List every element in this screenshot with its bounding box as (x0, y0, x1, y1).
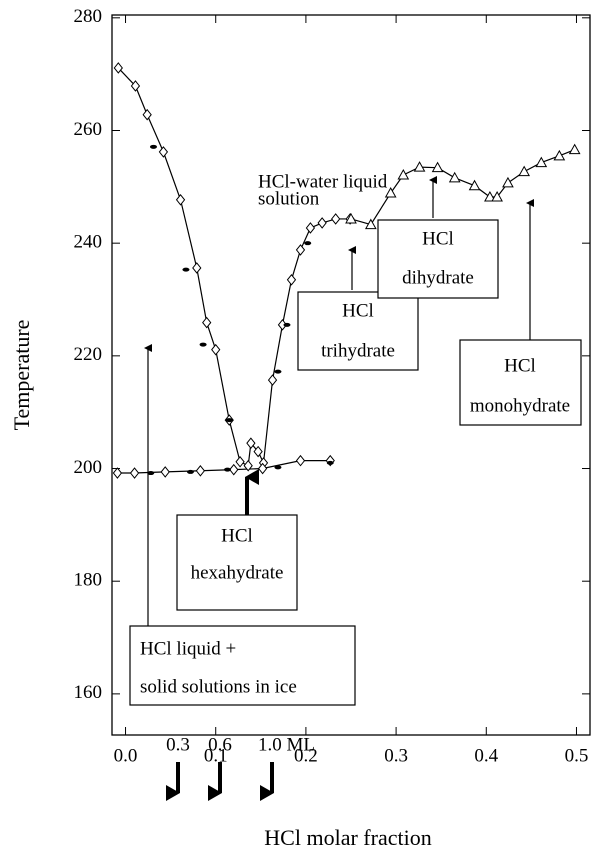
annotation-text: trihydrate (321, 340, 395, 361)
dot-point (223, 467, 231, 472)
y-tick-label: 220 (74, 344, 103, 365)
dot-point (199, 342, 207, 347)
diamond-point (246, 437, 256, 449)
annotation-text: HCl (504, 355, 536, 376)
x-tick-label: 0.5 (565, 745, 589, 766)
triangle-point (502, 176, 514, 188)
dot-point (283, 322, 291, 327)
diamond-point (192, 262, 202, 274)
curve (117, 460, 331, 474)
diamond-point (267, 374, 278, 386)
triangle-point (484, 190, 496, 202)
dot-point (225, 418, 233, 423)
dot-point (274, 465, 282, 470)
annotation-text: HCl-water liquid (258, 171, 388, 192)
annotation-text: dihydrate (402, 267, 474, 288)
diamond-point (113, 62, 123, 74)
annotation-box (129, 625, 356, 706)
y-tick-label: 160 (74, 682, 103, 703)
diamond-point (295, 454, 306, 467)
diamond-point (195, 464, 206, 477)
triangle-point (568, 143, 581, 155)
diamond-point (295, 244, 306, 256)
triangle-point (345, 212, 357, 224)
y-tick-label: 260 (74, 119, 103, 140)
annotation-text: 0.3 (166, 734, 190, 755)
diamond-point (142, 108, 152, 121)
triangle-point (491, 190, 503, 202)
triangle-point (553, 149, 566, 161)
diamond-point (253, 445, 263, 458)
x-tick-label: 0.4 (474, 745, 498, 766)
diamond-point (331, 213, 341, 225)
x-tick-label: 0.0 (114, 745, 138, 766)
curve (117, 67, 351, 467)
triangle-point (468, 179, 481, 191)
diamond-point (202, 316, 212, 329)
plot-frame (111, 14, 591, 736)
annotation-text: hexahydrate (191, 562, 284, 583)
diamond-point (317, 217, 327, 229)
annotation-text: HCl liquid + (140, 638, 236, 659)
annotation-box (377, 219, 499, 299)
triangle-point (413, 161, 426, 172)
annotation-text: HCl (422, 228, 454, 249)
annotation-box (176, 514, 298, 611)
dot-point (304, 241, 312, 246)
x-tick-label: 0.1 (204, 745, 228, 766)
diamond-point (158, 146, 169, 158)
diamond-point (160, 466, 170, 478)
diamond-point (257, 462, 268, 475)
annotation-box (459, 339, 582, 426)
y-axis-label: Temperature (9, 320, 34, 431)
annotation-box (297, 291, 419, 371)
annotation-text: solution (258, 188, 320, 209)
annotation-text: monohydrate (470, 395, 570, 416)
annotation-text: 1.0 ML (258, 734, 315, 755)
triangle-point (448, 171, 461, 183)
annotation-text: solid solutions in ice (140, 676, 297, 697)
diamond-point (305, 222, 316, 234)
diamond-point (211, 343, 221, 356)
triangle-point (431, 161, 444, 173)
dot-point (274, 369, 282, 374)
triangle-point (384, 186, 397, 198)
diamond-point (235, 455, 245, 468)
annotation-text: HCl (221, 525, 253, 546)
x-axis-label: HCl molar fraction (264, 825, 431, 850)
diamond-point (229, 463, 239, 476)
dot-point (182, 267, 190, 272)
triangle-point (518, 165, 531, 177)
dot-point (326, 460, 334, 465)
diamond-point (112, 467, 123, 479)
x-tick-label: 0.2 (294, 745, 318, 766)
y-tick-label: 200 (74, 457, 103, 478)
dot-point (186, 469, 194, 474)
triangle-point (364, 218, 377, 230)
y-tick-label: 180 (74, 570, 103, 591)
diamond-point (129, 467, 140, 479)
triangle-point (397, 168, 410, 180)
y-tick-label: 280 (74, 6, 103, 27)
annotation-text: 0.6 (208, 734, 232, 755)
dot-point (149, 144, 157, 149)
annotation-text: HCl (342, 300, 374, 321)
dot-point (147, 471, 155, 476)
y-tick-label: 240 (74, 232, 103, 253)
diamond-point (175, 193, 186, 206)
triangle-point (535, 156, 548, 168)
x-tick-label: 0.3 (384, 745, 408, 766)
diamond-point (130, 80, 141, 92)
diamond-point (286, 273, 297, 286)
